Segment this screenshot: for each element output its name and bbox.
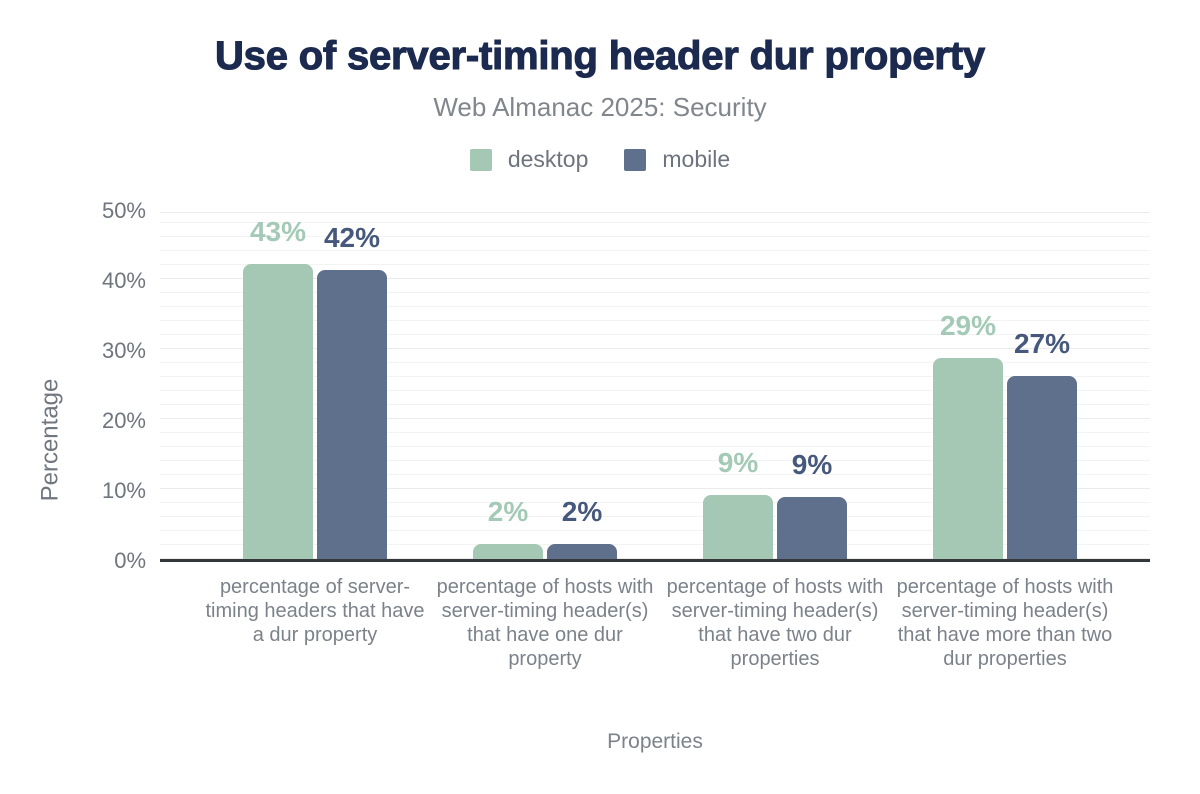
bar-group-2: 2% 2% [430, 213, 660, 559]
bar-mobile-two-dur[interactable]: 9% [777, 449, 847, 559]
x-category-2: percentage of hosts with server-timing h… [436, 576, 654, 670]
bar-value-label: 2% [487, 495, 529, 527]
chart-title: Use of server-timing header dur property [214, 33, 985, 78]
y-tick-50: 50% [101, 198, 146, 223]
x-category-3: percentage of hosts with server-timing h… [666, 576, 884, 670]
y-tick-20: 20% [101, 408, 146, 433]
bar-group-3: 9% 9% [660, 213, 890, 559]
bar-value-label: 42% [323, 222, 381, 254]
bar-value-label: 43% [249, 215, 307, 247]
legend-item-desktop[interactable]: desktop [469, 146, 589, 173]
bar-value-label: 29% [939, 310, 997, 342]
x-category-4: percentage of hosts with server-timing h… [896, 576, 1114, 670]
bar-value-label: 9% [791, 448, 833, 480]
y-axis-ticks: 0% 10% 20% 30% 40% 50% [0, 198, 150, 573]
bar-groups: 43% 42% 2% 2% 9% 9% [160, 213, 1150, 559]
desktop-swatch-icon [469, 148, 492, 171]
x-axis-title: Properties [607, 730, 703, 753]
bar-value-label: 9% [717, 446, 759, 478]
bar-mobile-one-dur[interactable]: 2% [547, 496, 617, 559]
bar-desktop-more-than-two-dur[interactable]: 29% [933, 310, 1003, 559]
bar-group-1: 43% 42% [200, 213, 430, 559]
bar-value-label: 27% [1013, 328, 1071, 360]
mobile-swatch-icon [624, 148, 647, 171]
bar-mobile-more-than-two-dur[interactable]: 27% [1007, 328, 1077, 559]
bar-group-4: 29% 27% [890, 213, 1120, 559]
bar-desktop-dur-property[interactable]: 43% [243, 216, 313, 559]
chart-subtitle: Web Almanac 2025: Security [433, 92, 767, 122]
bar-desktop-one-dur[interactable]: 2% [473, 496, 543, 559]
bar-mobile-dur-property[interactable]: 42% [317, 222, 387, 559]
y-tick-10: 10% [101, 478, 146, 503]
bar-value-label: 2% [561, 495, 603, 527]
plot-area: 43% 42% 2% 2% 9% 9% [160, 212, 1150, 562]
y-tick-0: 0% [114, 548, 146, 573]
legend: desktop mobile [0, 146, 1200, 173]
y-tick-40: 40% [101, 268, 146, 293]
x-category-1: percentage of server-timing headers that… [205, 576, 425, 646]
legend-label-desktop: desktop [507, 146, 589, 172]
bar-desktop-two-dur[interactable]: 9% [703, 447, 773, 559]
legend-label-mobile: mobile [662, 146, 731, 172]
x-axis-category-labels: percentage of server-timing headers that… [160, 575, 1200, 671]
legend-item-mobile[interactable]: mobile [624, 146, 730, 173]
y-tick-30: 30% [101, 338, 146, 363]
